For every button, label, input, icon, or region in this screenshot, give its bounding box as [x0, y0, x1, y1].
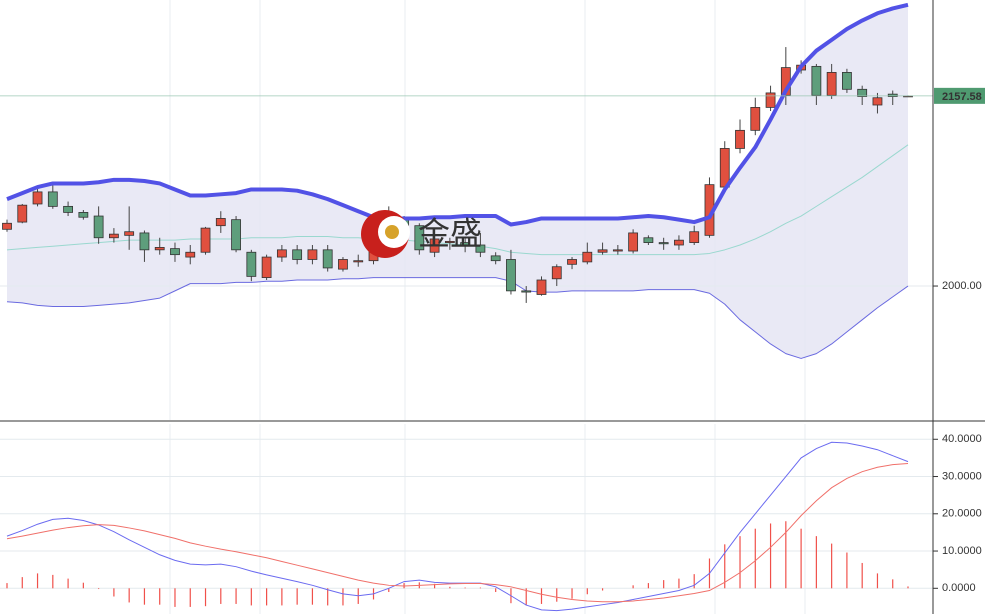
candle-body	[108, 233, 119, 239]
candle-body	[674, 239, 684, 246]
candle-body	[521, 290, 532, 293]
candle-body	[215, 218, 226, 227]
candle-body	[490, 255, 501, 262]
candle-body	[658, 242, 669, 245]
candle-body	[47, 191, 58, 207]
candle-body	[185, 251, 196, 258]
band-line	[6, 2, 909, 227]
last-price-label: 2157.58	[942, 91, 982, 103]
candle-body	[536, 279, 547, 295]
last-price-box	[934, 87, 985, 104]
candle-body	[826, 72, 837, 96]
candle-body	[32, 191, 43, 205]
band-line	[6, 144, 909, 256]
candle-body	[246, 251, 257, 277]
candle-body	[475, 244, 486, 253]
candle-body	[78, 212, 89, 218]
macd-line	[6, 462, 909, 603]
candle-body	[551, 266, 562, 280]
y-tick-label: 30.0000	[942, 470, 982, 482]
candle-body	[200, 227, 211, 253]
candle-body	[414, 225, 425, 251]
candle-body	[887, 93, 898, 97]
candle-body	[811, 65, 822, 96]
y-tick-label: 20.0000	[942, 508, 982, 520]
candle-body	[857, 88, 868, 97]
candle-body	[93, 215, 104, 239]
candle-body	[643, 237, 654, 243]
watermark: 金盛	[361, 210, 482, 258]
candle-body	[307, 249, 318, 260]
y-tick-label: 2000.00	[942, 280, 982, 292]
candle-body	[429, 238, 440, 253]
candle-body	[460, 242, 471, 246]
candle-body	[292, 249, 303, 260]
y-tick-label: 0.0000	[942, 582, 976, 594]
candle-body	[872, 97, 883, 106]
candle-body	[506, 259, 516, 292]
candle-body	[719, 148, 730, 188]
candle-body	[338, 259, 348, 270]
candle-body	[597, 249, 608, 253]
band-fill	[7, 4, 908, 359]
candle-body	[628, 232, 639, 252]
band-line	[6, 277, 909, 359]
y-tick-label: 10.0000	[942, 545, 982, 557]
watermark-text: 金盛	[418, 215, 482, 251]
candle-body	[63, 205, 73, 213]
candle-body	[276, 249, 287, 258]
candle-body	[567, 259, 577, 265]
candle-body	[353, 260, 364, 263]
candle-body	[170, 248, 180, 256]
candle-body	[444, 240, 455, 243]
macd-line	[6, 441, 909, 612]
candle-body	[124, 231, 135, 236]
logo-dot	[385, 225, 399, 239]
candle-body	[154, 247, 165, 251]
candle-body	[582, 251, 593, 263]
candle-body	[689, 231, 700, 243]
candle-body	[765, 92, 776, 108]
candle-body	[139, 232, 150, 251]
candle-body	[842, 72, 852, 90]
candle-body	[735, 129, 745, 149]
candle-body	[17, 204, 28, 223]
candle-body	[612, 249, 623, 252]
candle-body	[750, 107, 761, 131]
candle-body	[261, 256, 272, 278]
y-tick-label: 40.0000	[942, 433, 982, 445]
candle-body	[231, 219, 241, 251]
candle-body	[2, 222, 12, 230]
candle-body	[322, 249, 333, 269]
